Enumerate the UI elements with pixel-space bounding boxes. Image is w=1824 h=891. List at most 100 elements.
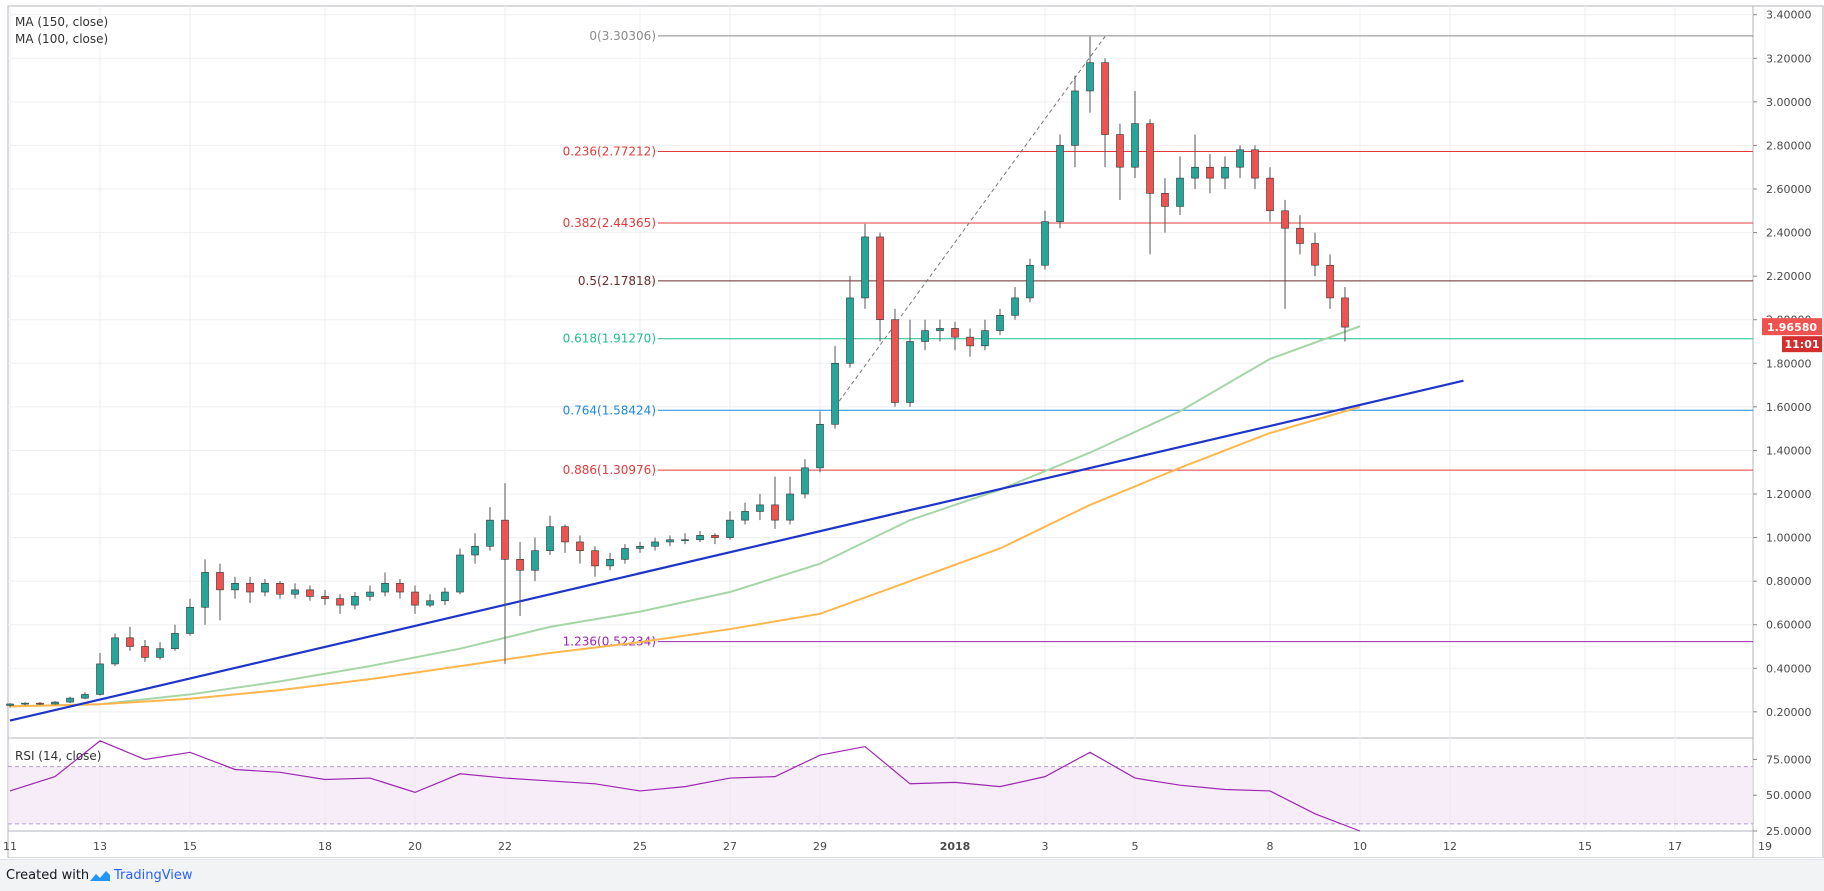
- time-tick-label: 18: [318, 840, 332, 853]
- candle-down: [1281, 210, 1289, 229]
- candle-down: [1206, 166, 1214, 179]
- moving-averages: [9, 325, 1361, 708]
- candle-down: [711, 535, 719, 538]
- candle-down: [951, 328, 959, 338]
- current-price-badge: [1762, 318, 1822, 336]
- candle-down: [411, 591, 419, 606]
- tradingview-link[interactable]: TradingView: [114, 868, 193, 883]
- candle-down: [501, 519, 509, 560]
- candle-down: [591, 550, 599, 567]
- candle-down: [1101, 62, 1109, 135]
- candle-up: [366, 591, 374, 597]
- candle-down: [1341, 297, 1349, 328]
- price-tick-label: 0.40000: [1766, 662, 1812, 675]
- price-chart[interactable]: 75.0000 50.0000 25.0000 0(3.30306) 0.236(2.…: [0, 0, 1824, 858]
- candle-down: [561, 526, 569, 543]
- time-tick-label: 8: [1267, 840, 1274, 853]
- countdown-label: 11:01: [1784, 338, 1819, 351]
- price-tick-label: 3.20000: [1766, 52, 1812, 65]
- time-tick-label: 3: [1042, 840, 1049, 853]
- candle-up: [1011, 297, 1019, 316]
- rsi-pane: 75.0000 50.0000 25.0000: [8, 740, 1812, 838]
- candle-up: [606, 559, 614, 567]
- candle-up: [546, 526, 554, 551]
- candle-up: [921, 330, 929, 342]
- candle-up: [741, 511, 749, 521]
- candle-up: [81, 694, 89, 699]
- candle-up: [1041, 221, 1049, 266]
- candle-up: [171, 633, 179, 649]
- countdown-badge: [1782, 336, 1822, 353]
- time-tick-label: 13: [93, 840, 107, 853]
- grid: [8, 6, 1766, 831]
- price-tick-label: 2.20000: [1766, 270, 1812, 283]
- candle-down: [576, 541, 584, 551]
- candle-up: [231, 583, 239, 591]
- candle-up: [1191, 166, 1199, 179]
- fib-label-0.618: 0.618(1.91270): [563, 332, 656, 346]
- candle-up: [111, 637, 119, 665]
- candle-up: [666, 539, 674, 543]
- price-tick-label: 1.00000: [1766, 532, 1812, 545]
- candle-up: [51, 701, 59, 705]
- candle-down: [771, 504, 779, 521]
- candle-up: [636, 545, 644, 549]
- fib-label-0.382: 0.382(2.44365): [563, 216, 656, 230]
- candle-up: [846, 297, 854, 364]
- candle-down: [966, 336, 974, 347]
- ma100-line: [9, 405, 1361, 708]
- candle-up: [696, 535, 704, 541]
- candle-up: [831, 362, 839, 425]
- candle-down: [126, 637, 134, 647]
- legend-ma100[interactable]: MA (100, close): [15, 32, 108, 46]
- candle-down: [36, 702, 44, 705]
- price-tick-label: 0.60000: [1766, 619, 1812, 632]
- time-tick-label: 17: [1668, 840, 1682, 853]
- candle-down: [276, 583, 284, 595]
- created-with-label: Created with: [6, 868, 90, 883]
- candle-down: [516, 559, 524, 571]
- candle-up: [261, 583, 269, 593]
- candle-down: [321, 596, 329, 599]
- candle-up: [6, 703, 14, 706]
- time-tick-label: 20: [408, 840, 422, 853]
- fib-label-1.236: 1.236(0.52234): [563, 635, 656, 649]
- candle-up: [801, 467, 809, 495]
- trendline-layer[interactable]: [9, 379, 1464, 722]
- candle-up: [816, 423, 824, 469]
- price-tick-label: 2.40000: [1766, 227, 1812, 240]
- time-axis-ticks: 11 13 15 18 20 22 25 27 29 2018 3 5 8 10 12 15 17 19: [3, 840, 1772, 853]
- candle-up: [861, 236, 869, 299]
- price-axis[interactable]: [1752, 5, 1824, 858]
- legend-ma150[interactable]: MA (150, close): [15, 15, 108, 29]
- time-tick-label: 5: [1132, 840, 1139, 853]
- candle-up: [156, 648, 164, 658]
- candle-down: [1296, 227, 1304, 244]
- legend-rsi[interactable]: RSI (14, close): [15, 749, 101, 763]
- time-tick-label: 27: [723, 840, 737, 853]
- candle-up: [651, 541, 659, 547]
- candle-up: [66, 697, 74, 703]
- candle-up: [936, 328, 944, 331]
- candle-up: [291, 589, 299, 595]
- fibonacci-levels[interactable]: 0(3.30306) 0.236(2.77212) 0.382(2.44365) 0.…: [563, 29, 1753, 649]
- candle-down: [306, 589, 314, 597]
- candle-up: [681, 539, 689, 542]
- time-tick-label: 12: [1443, 840, 1457, 853]
- candle-up: [726, 519, 734, 538]
- candle-down: [1266, 177, 1274, 212]
- candle-up: [486, 519, 494, 547]
- candle-up: [1086, 62, 1094, 92]
- candle-down: [336, 598, 344, 606]
- fib-label-0: 0(3.30306): [589, 29, 656, 43]
- candle-up: [756, 504, 764, 512]
- price-tick-label: 1.60000: [1766, 401, 1812, 414]
- candle-down: [141, 646, 149, 658]
- time-tick-label: 25: [633, 840, 647, 853]
- footer: Created with TradingView: [0, 859, 1824, 891]
- price-tick-label: 1.40000: [1766, 444, 1812, 457]
- rsi-line: [9, 740, 1361, 832]
- candle-up: [471, 545, 479, 556]
- candles: [6, 36, 1349, 708]
- candle-up: [186, 606, 194, 634]
